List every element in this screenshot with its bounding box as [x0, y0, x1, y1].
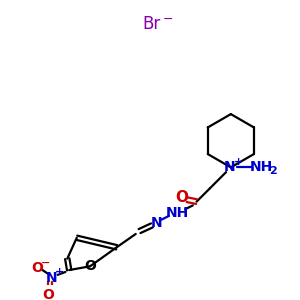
Text: O: O	[31, 261, 43, 275]
Text: 2: 2	[269, 166, 277, 176]
Text: −: −	[162, 13, 173, 26]
Text: +: +	[55, 267, 64, 277]
Text: +: +	[234, 157, 243, 167]
Text: N: N	[151, 215, 163, 230]
Text: Br: Br	[142, 15, 160, 33]
Text: O: O	[175, 190, 188, 205]
Text: O: O	[42, 288, 54, 300]
Text: O: O	[84, 259, 96, 273]
Text: −: −	[41, 257, 50, 268]
Text: N: N	[224, 160, 236, 174]
Text: NH: NH	[166, 206, 189, 220]
Text: N: N	[46, 271, 58, 285]
Text: NH: NH	[250, 160, 273, 174]
